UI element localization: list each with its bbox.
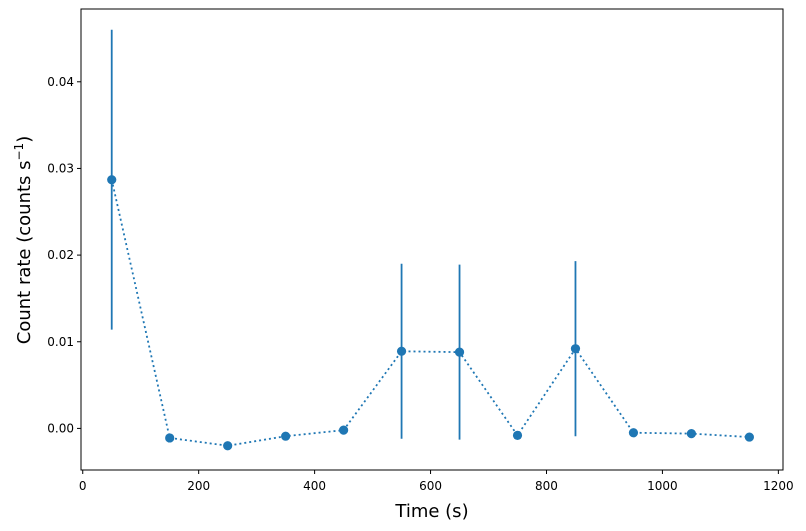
data-point <box>396 346 407 356</box>
plot-frame <box>80 8 784 471</box>
data-point <box>454 347 465 357</box>
y-tick-label: 0.01 <box>47 335 74 349</box>
y-tick-label: 0.02 <box>47 248 74 262</box>
data-point <box>107 175 117 185</box>
data-point <box>570 344 581 354</box>
y-axis-label-superscript: −1 <box>12 143 26 161</box>
plot-area <box>107 29 754 451</box>
axes: 0 200 400 600 800 1000 1200 0.00 0.01 0.02 0.03 0.0… <box>47 8 794 493</box>
x-tick-label: 1000 <box>647 479 678 493</box>
x-tick-label: 400 <box>303 479 326 493</box>
y-axis-label-text: Count rate (counts s <box>14 160 35 344</box>
y-tick-label: 0.04 <box>47 75 74 89</box>
y-tick-label: 0.00 <box>47 421 74 435</box>
data-point <box>223 441 233 451</box>
y-tick-label: 0.03 <box>47 161 74 175</box>
data-point <box>628 428 639 438</box>
x-axis-label: Time (s) <box>394 501 468 522</box>
y-axis-label: Count rate (counts s−1) <box>12 136 35 344</box>
x-tick-label: 1200 <box>763 479 794 493</box>
data-point <box>744 432 754 442</box>
x-tick-label: 200 <box>187 479 210 493</box>
x-tick-label: 600 <box>419 479 442 493</box>
data-point <box>686 429 697 439</box>
data-point <box>512 430 523 440</box>
data-point <box>338 425 349 435</box>
x-tick-label: 0 <box>79 479 87 493</box>
data-point <box>165 433 175 443</box>
data-point <box>281 431 291 441</box>
y-axis-label-suffix: ) <box>14 136 35 143</box>
x-tick-label: 800 <box>535 479 558 493</box>
